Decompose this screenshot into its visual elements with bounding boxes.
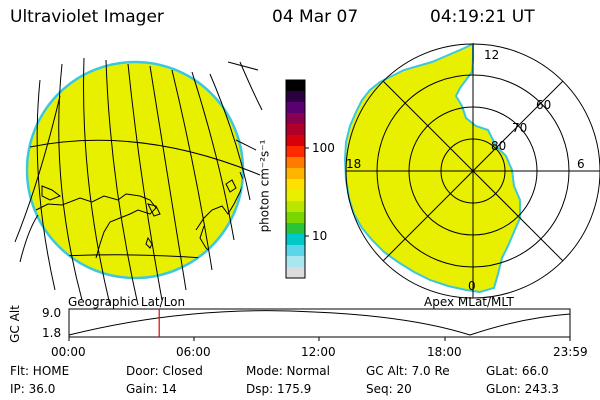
colorbar-swatch: [286, 146, 305, 158]
altitude-xtick-2359: 23:59: [553, 345, 588, 359]
colorbar-swatch: [286, 267, 305, 279]
altitude-ylabel: GC Alt: [7, 305, 22, 343]
colorbar-label: photon cm⁻²s⁻¹: [257, 139, 272, 233]
colorbar-swatch: [286, 190, 305, 202]
colorbar-swatch: [286, 168, 305, 180]
colorbar-swatch: [286, 102, 305, 114]
info-ip: IP: 36.0: [10, 382, 56, 396]
info-seq: Seq: 20: [366, 382, 412, 396]
polar-spokes: [346, 44, 600, 298]
colorbar-swatch: [286, 135, 305, 147]
colorbar: [285, 79, 309, 279]
mlat-label-70: 70: [512, 121, 528, 135]
info-gc-alt: GC Alt: 7.0 Re: [366, 364, 450, 378]
colorbar-tick-100: 100: [312, 141, 335, 155]
colorbar-swatch: [286, 91, 305, 103]
colorbar-swatch: [286, 113, 305, 125]
mlat-label-60: 60: [536, 98, 552, 112]
mlt-label-18: 18: [346, 157, 362, 171]
altitude-xtick-0600: 06:00: [176, 345, 211, 359]
altitude-curve: [68, 310, 571, 336]
altitude-xtick-1200: 12:00: [301, 345, 336, 359]
altitude-ytick-top: 9.0: [42, 306, 62, 320]
info-gain: Gain: 14: [126, 382, 177, 396]
colorbar-swatch: [286, 201, 305, 213]
info-mode: Mode: Normal: [246, 364, 330, 378]
polar-panel: [343, 42, 600, 299]
info-glat: GLat: 66.0: [486, 364, 549, 378]
colorbar-swatch: [286, 179, 305, 191]
mlt-label-0: 0: [468, 279, 476, 293]
colorbar-swatch: [286, 245, 305, 257]
date-label: 04 Mar 07: [272, 7, 359, 27]
geo-longitude-lines: [14, 57, 263, 306]
mlt-label-12: 12: [484, 48, 500, 62]
geo-panel: [14, 57, 263, 306]
geo-panel-caption: Geographic Lat/Lon: [68, 295, 186, 309]
polar-panel-caption: Apex MLat/MLT: [424, 295, 514, 309]
colorbar-swatches: [286, 80, 305, 279]
mlt-label-6: 6: [577, 157, 585, 171]
colorbar-swatch: [286, 80, 305, 92]
colorbar-tick-10: 10: [312, 229, 328, 243]
altitude-xtick-0000: 00:00: [51, 345, 86, 359]
colorbar-swatch: [286, 223, 305, 235]
colorbar-swatch: [286, 256, 305, 268]
altitude-plot: [68, 308, 571, 341]
info-dsp: Dsp: 175.9: [246, 382, 312, 396]
info-door: Door: Closed: [126, 364, 203, 378]
info-flt: Flt: HOME: [10, 364, 70, 378]
colorbar-swatch: [286, 124, 305, 136]
colorbar-swatch: [286, 157, 305, 169]
time-label: 04:19:21 UT: [430, 7, 535, 27]
altitude-plot-ticks: [68, 337, 571, 341]
altitude-xtick-1800: 18:00: [427, 345, 462, 359]
colorbar-swatch: [286, 212, 305, 224]
info-glon: GLon: 243.3: [486, 382, 559, 396]
colorbar-swatch: [286, 234, 305, 246]
altitude-ytick-bottom: 1.8: [42, 326, 62, 340]
instrument-title: Ultraviolet Imager: [10, 7, 164, 27]
polar-aurora-region: [343, 42, 521, 294]
mlat-label-80: 80: [491, 139, 507, 153]
